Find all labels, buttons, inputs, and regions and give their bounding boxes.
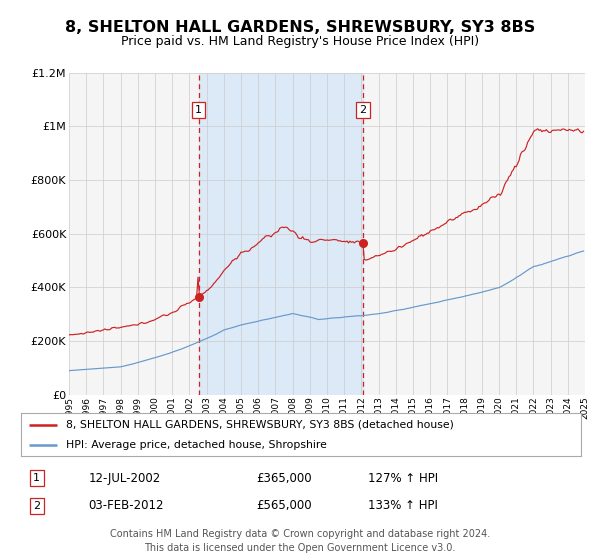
Text: 1: 1 [33, 473, 40, 483]
Text: 8, SHELTON HALL GARDENS, SHREWSBURY, SY3 8BS (detached house): 8, SHELTON HALL GARDENS, SHREWSBURY, SY3… [66, 419, 454, 430]
Text: 2: 2 [359, 105, 367, 115]
Text: £365,000: £365,000 [256, 472, 312, 484]
Text: Contains HM Land Registry data © Crown copyright and database right 2024.
This d: Contains HM Land Registry data © Crown c… [110, 529, 490, 553]
Text: HPI: Average price, detached house, Shropshire: HPI: Average price, detached house, Shro… [66, 440, 326, 450]
Text: £565,000: £565,000 [256, 500, 312, 512]
Text: 12-JUL-2002: 12-JUL-2002 [88, 472, 160, 484]
Text: 127% ↑ HPI: 127% ↑ HPI [368, 472, 438, 484]
Text: 1: 1 [195, 105, 202, 115]
Text: Price paid vs. HM Land Registry's House Price Index (HPI): Price paid vs. HM Land Registry's House … [121, 35, 479, 48]
Text: 03-FEB-2012: 03-FEB-2012 [88, 500, 164, 512]
Text: 2: 2 [33, 501, 40, 511]
Text: 8, SHELTON HALL GARDENS, SHREWSBURY, SY3 8BS: 8, SHELTON HALL GARDENS, SHREWSBURY, SY3… [65, 20, 535, 35]
Bar [199, 73, 363, 395]
Text: 133% ↑ HPI: 133% ↑ HPI [368, 500, 438, 512]
